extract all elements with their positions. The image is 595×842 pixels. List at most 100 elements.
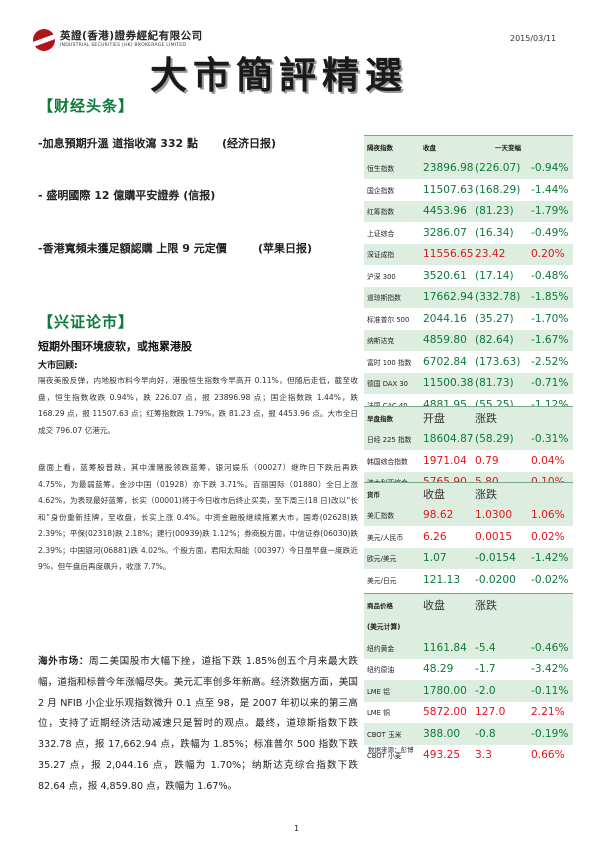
header-cell: 收盘 bbox=[423, 482, 475, 505]
company-emblem-icon bbox=[33, 29, 55, 51]
row-change: 0.0015 bbox=[475, 530, 513, 543]
row-change: -5.4 bbox=[475, 637, 531, 659]
page-number: 1 bbox=[294, 824, 300, 833]
row-change: -0.0200 bbox=[475, 573, 516, 586]
row-pct: 1.06% bbox=[531, 504, 573, 526]
report-date: 2015/03/11 bbox=[510, 34, 557, 43]
row-change: (81.73) bbox=[475, 372, 531, 394]
headline-2: - 盛明國際 12 億購平安證券 (信报) bbox=[38, 189, 216, 202]
commodities-table: 商品价格 收盘 涨跌 (美元计算) 纽约黄金 1161.84 -5.4 -0.46% 纽… bbox=[364, 593, 573, 766]
row-change: (35.27) bbox=[475, 312, 514, 325]
row-name: 美汇指数 bbox=[364, 504, 423, 526]
row-pct: -3.42% bbox=[531, 663, 569, 676]
row-name: LME 铜 bbox=[367, 709, 390, 718]
row-change: 1.0300 bbox=[475, 504, 531, 526]
early-header-row: 早盘指数 开盘 涨跌 bbox=[364, 406, 573, 429]
row-name: 国企指数 bbox=[367, 186, 395, 195]
row-pct: -0.94% bbox=[531, 157, 573, 179]
table-row: 上证综合 3286.07 (16.34) -0.49% bbox=[364, 222, 573, 244]
table-row: CBOT 玉米 388.00 -0.8 -0.19% bbox=[364, 723, 573, 745]
row-close: 1161.84 bbox=[423, 637, 475, 659]
commodity-body: 纽约黄金 1161.84 -5.4 -0.46% 纽约原油 48.29 -1.7 -3.42%… bbox=[364, 637, 573, 766]
row-name: 纽约原油 bbox=[367, 666, 395, 675]
header-cell: 一天变幅 bbox=[475, 135, 573, 158]
row-change: -0.8 bbox=[475, 723, 531, 745]
row-change: -2.0 bbox=[475, 680, 531, 702]
table-row: CBOT 小麦 493.25 3.3 0.66% bbox=[364, 745, 573, 767]
table-row: 美元/日元 121.13 -0.0200 -0.02% bbox=[364, 569, 573, 591]
headline-3: -香港寬頻未獲足額認購 上限 9 元定價 bbox=[38, 242, 227, 255]
row-change: 0.79 bbox=[475, 454, 499, 467]
table-row: 深证成指 11556.65 23.42 0.20% bbox=[364, 243, 573, 265]
row-pct: -2.52% bbox=[531, 355, 569, 368]
row-name: 美元/日元 bbox=[367, 576, 397, 585]
row-close: 3286.07 bbox=[423, 226, 467, 239]
row-pct: -1.44% bbox=[531, 183, 569, 196]
row-name: CBOT 小麦 bbox=[367, 752, 402, 761]
row-pct: 0.66% bbox=[531, 749, 565, 762]
overseas-market-text: 周二美国股市大幅下挫，道指下跌 1.85%创五个月来最大跌幅，道指和标普今年涨幅… bbox=[38, 656, 358, 792]
row-pct: -0.19% bbox=[531, 723, 573, 745]
currency-body: 美汇指数 98.62 1.0300 1.06% 美元/人民币 6.26 0.0015 0.02… bbox=[364, 504, 573, 591]
header-cell: 涨跌 bbox=[475, 593, 531, 616]
row-change: 3.3 bbox=[475, 749, 492, 762]
row-close: 11507.63 bbox=[423, 183, 474, 196]
header-cell: 商品价格 bbox=[364, 593, 423, 616]
row-name: 深证成指 bbox=[364, 243, 423, 265]
row-change: (82.64) bbox=[475, 329, 531, 351]
table-row: 恒生指数 23896.98 (226.07) -0.94% bbox=[364, 157, 573, 179]
commentary-title: 【兴证论市】 bbox=[38, 313, 135, 331]
row-name: 德国 DAX 30 bbox=[364, 372, 423, 394]
indices-body: 恒生指数 23896.98 (226.07) -0.94% 国企指数 11507.63 (1… bbox=[364, 157, 573, 416]
row-name: 富时 100 指数 bbox=[367, 358, 412, 367]
row-change: (58.29) bbox=[475, 428, 531, 450]
row-pct: 0.02% bbox=[531, 530, 565, 543]
company-name-cn: 英證(香港)證券經紀有限公司 bbox=[60, 30, 203, 42]
header-cell: 收盘 bbox=[423, 135, 475, 158]
row-close: 17662.94 bbox=[423, 286, 475, 308]
header-cell: 涨跌 bbox=[475, 406, 531, 429]
table-row: 国企指数 11507.63 (168.29) -1.44% bbox=[364, 179, 573, 201]
finance-headlines-title: 【财经头条】 bbox=[38, 97, 135, 115]
row-close: 388.00 bbox=[423, 723, 475, 745]
row-close: 98.62 bbox=[423, 504, 475, 526]
commodity-header-row: 商品价格 收盘 涨跌 bbox=[364, 593, 573, 616]
header-cell: 早盘指数 bbox=[364, 406, 423, 429]
row-close: 4453.96 bbox=[423, 200, 475, 222]
row-name: 韩国综合指数 bbox=[367, 457, 408, 466]
table-row: 富时 100 指数 6702.84 (173.63) -2.52% bbox=[364, 351, 573, 373]
table-row: 标准普尔 500 2044.16 (35.27) -1.70% bbox=[364, 308, 573, 330]
row-pct: -0.31% bbox=[531, 428, 573, 450]
row-close: 23896.98 bbox=[423, 157, 475, 179]
row-close: 4859.80 bbox=[423, 329, 475, 351]
overnight-indices-table: 隔夜指数 收盘 一天变幅 恒生指数 23896.98 (226.07) -0.94% 国… bbox=[364, 135, 573, 416]
row-close: 3520.61 bbox=[423, 269, 467, 282]
row-close: 6.26 bbox=[423, 530, 447, 543]
row-close: 6702.84 bbox=[423, 355, 467, 368]
row-close: 11556.65 bbox=[423, 243, 475, 265]
row-name: 道琼斯指数 bbox=[364, 286, 423, 308]
row-change: (226.07) bbox=[475, 157, 531, 179]
table-row: 欧元/美元 1.07 -0.0154 -1.42% bbox=[364, 547, 573, 569]
row-close: 1.07 bbox=[423, 547, 475, 569]
row-name: 纳斯达克 bbox=[364, 329, 423, 351]
row-change: -1.7 bbox=[475, 663, 496, 676]
row-pct: 0.20% bbox=[531, 243, 573, 265]
row-close: 1780.00 bbox=[423, 680, 475, 702]
table-row: 纳斯达克 4859.80 (82.64) -1.67% bbox=[364, 329, 573, 351]
overseas-market-paragraph: 海外市场：周二美国股市大幅下挫，道指下跌 1.85%创五个月来最大跌幅，道指和标… bbox=[38, 652, 358, 798]
row-name: 沪深 300 bbox=[367, 272, 396, 281]
overseas-market-label: 海外市场： bbox=[38, 656, 90, 667]
row-close: 5872.00 bbox=[423, 706, 467, 719]
headline-1-source: (经济日报) bbox=[222, 137, 277, 150]
row-name: 纽约黄金 bbox=[364, 637, 423, 659]
row-name: 上证综合 bbox=[367, 229, 395, 238]
table-row: 日经 225 指数 18604.87 (58.29) -0.31% bbox=[364, 428, 573, 450]
row-name: 法国 CAC 40 bbox=[364, 394, 423, 416]
headline-3-source: (苹果日报) bbox=[258, 242, 313, 255]
header-cell: 收盘 bbox=[423, 593, 475, 616]
company-logo: 英證(香港)證券經紀有限公司 INDUSTRIAL SECURITIES (HK… bbox=[33, 27, 233, 55]
table-row: 韩国综合指数 1971.04 0.79 0.04% bbox=[364, 450, 573, 472]
row-name: 标准普尔 500 bbox=[367, 315, 410, 324]
row-pct: 2.21% bbox=[531, 706, 565, 719]
